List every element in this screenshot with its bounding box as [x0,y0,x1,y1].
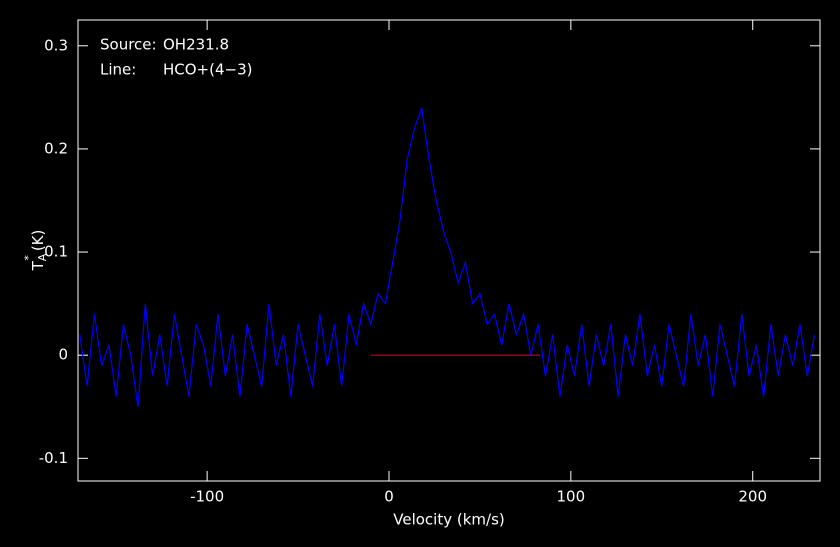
y-label-sup: * [22,255,35,261]
annotation-text: HCO+(4−3) [163,61,253,79]
y-axis-label: TA* (K) [22,230,49,272]
x-axis-label: Velocity (km/s) [393,511,504,529]
y-label-unit: (K) [29,230,47,252]
annotation-text: OH231.8 [163,36,229,54]
plot-frame [77,19,821,482]
x-tick-label: 0 [384,488,394,506]
y-label-main: T [29,260,47,271]
annotation-label: Source: [100,36,157,54]
annotation-label: Line: [100,61,136,79]
y-tick-label: 0 [58,346,68,364]
y-tick-label: -0.1 [39,449,68,467]
spectrum-line [79,107,816,407]
y-tick-label: 0.2 [44,139,68,157]
y-tick-label: 0.3 [44,36,68,54]
x-tick-label: 100 [557,488,586,506]
y-label-sub: A [36,253,49,261]
x-tick-label: -100 [190,488,224,506]
x-tick-label: 200 [738,488,767,506]
y-tick-label: 0.1 [44,243,68,261]
